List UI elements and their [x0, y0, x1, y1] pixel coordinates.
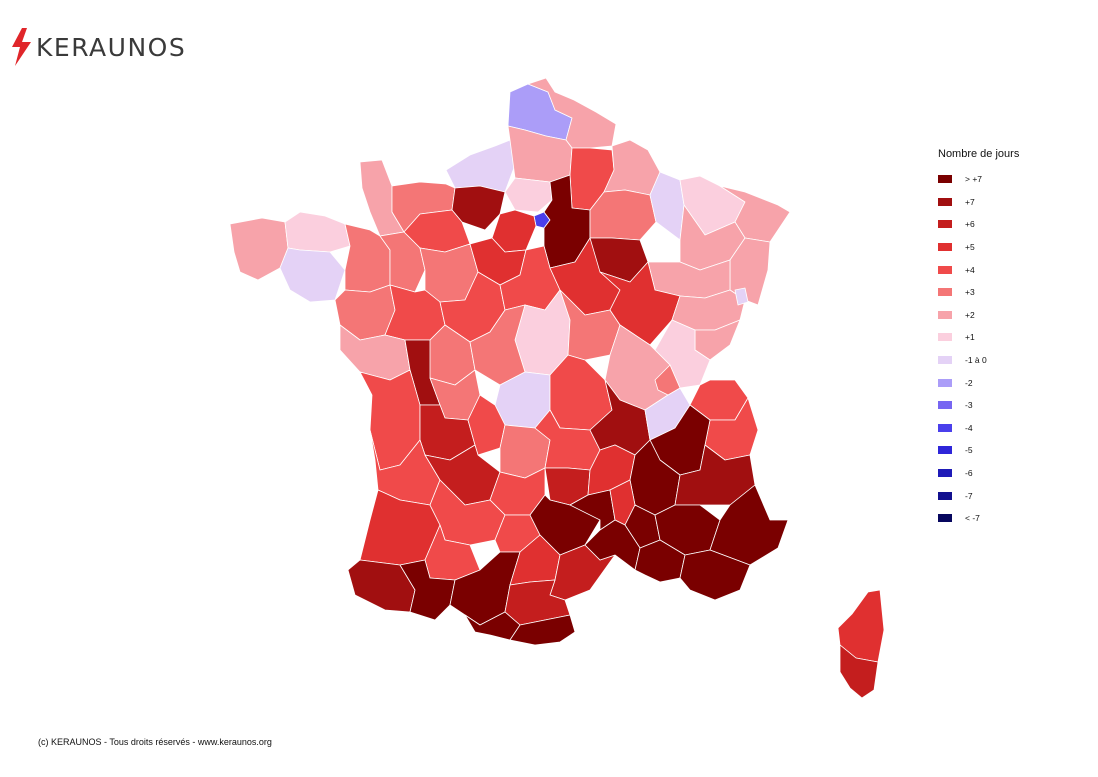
legend-item: +4: [938, 258, 1019, 281]
region-bouches-rhone: [634, 539, 686, 583]
legend-swatch: [938, 333, 952, 342]
legend-label: -1 à 0: [965, 355, 987, 366]
legend-item: < -7: [938, 507, 1019, 530]
legend-swatch: [938, 446, 952, 455]
region-finistere: [229, 217, 289, 281]
legend-item: > +7: [938, 168, 1019, 191]
brand-name: KERAUNOS: [36, 32, 187, 62]
legend-item: -7: [938, 484, 1019, 507]
legend-label: > +7: [965, 174, 983, 185]
legend-swatch: [938, 197, 952, 206]
legend-label: -6: [965, 468, 973, 479]
legend-title: Nombre de jours: [938, 148, 1020, 160]
legend-swatch: [938, 265, 952, 274]
legend-swatch: [938, 175, 952, 184]
legend-item: +5: [938, 236, 1019, 259]
legend-swatch: [938, 423, 952, 432]
legend-swatch: [938, 356, 952, 365]
legend-item: +3: [938, 281, 1019, 304]
legend-item: -6: [938, 462, 1019, 485]
region-cotes-armor: [284, 211, 351, 253]
region-rhone: [654, 364, 681, 396]
legend-item: +1: [938, 326, 1019, 349]
legend-item: -3: [938, 394, 1019, 417]
legend-label: -4: [965, 422, 973, 433]
region-mayenne: [379, 231, 426, 293]
legend-item: -5: [938, 439, 1019, 462]
keraunos-logo: KERAUNOS: [10, 28, 186, 66]
legend-label: < -7: [965, 513, 980, 524]
lightning-bolt-icon: [12, 28, 31, 66]
legend: Nombre de jours > +7 +7 +6 +5 +4 +3 +2 +1 -1 à 0…: [938, 148, 1019, 530]
region-morbihan: [279, 247, 346, 303]
legend-swatch: [938, 514, 952, 523]
legend-swatch: [938, 288, 952, 297]
region-corse-du-sud: [839, 644, 879, 699]
legend-label: -2: [965, 377, 973, 388]
legend-item: -4: [938, 417, 1019, 440]
legend-label: -7: [965, 490, 973, 501]
legend-swatch: [938, 378, 952, 387]
region-seine-maritime: [445, 139, 516, 193]
legend-label: +1: [965, 332, 975, 343]
legend-swatch: [938, 401, 952, 410]
legend-item: +2: [938, 304, 1019, 327]
legend-swatch: [938, 220, 952, 229]
legend-item: +7: [938, 191, 1019, 214]
legend-swatch: [938, 310, 952, 319]
legend-item: -1 à 0: [938, 349, 1019, 372]
region-val-oise: [504, 177, 553, 213]
region-var: [679, 549, 751, 601]
legend-label: +7: [965, 196, 975, 207]
legend-label: +2: [965, 309, 975, 320]
legend-label: +3: [965, 287, 975, 298]
region-territoire-belfort: [734, 287, 749, 306]
region-marne: [589, 189, 657, 241]
legend-swatch: [938, 243, 952, 252]
legend-items: > +7 +7 +6 +5 +4 +3 +2 +1 -1 à 0 -2 -3 -4 -5 -6 -7 < -7: [938, 168, 1019, 530]
region-nord-east: [527, 77, 617, 149]
legend-swatch: [938, 491, 952, 500]
copyright-footer: (c) KERAUNOS - Tous droits réservés - ww…: [38, 737, 272, 747]
legend-label: -3: [965, 400, 973, 411]
region-indre: [469, 304, 526, 386]
legend-label: +6: [965, 219, 975, 230]
legend-item: +6: [938, 213, 1019, 236]
region-pyrenees-orientales: [509, 614, 576, 646]
legend-label: -5: [965, 445, 973, 456]
legend-swatch: [938, 469, 952, 478]
legend-label: +4: [965, 264, 975, 275]
legend-item: -2: [938, 371, 1019, 394]
legend-label: +5: [965, 242, 975, 253]
